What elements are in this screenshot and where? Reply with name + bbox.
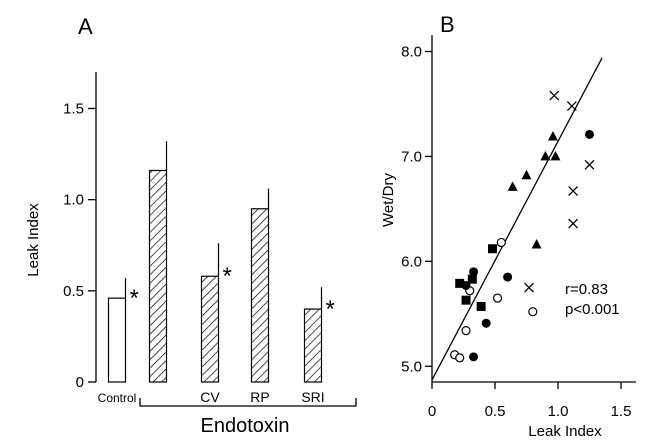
correlation-p: p<0.001 (565, 301, 620, 318)
cross-point (566, 101, 577, 112)
significance-marker: * (223, 263, 232, 290)
open-circle-point (461, 325, 471, 336)
filled-triangle-point (521, 169, 532, 180)
filled-square-point (487, 244, 497, 254)
filled-circle-point (469, 267, 479, 277)
x-tick-label: 0 (428, 403, 436, 420)
filled-square-point (476, 301, 486, 311)
bar (200, 275, 220, 383)
panel-a-bar-chart: A Leak Index 0 0.5 1.0 1.5 * * * Control CV RP S… (25, 14, 357, 437)
open-circle-point (455, 353, 465, 363)
filled-square-point (461, 295, 471, 305)
filled-triangle-point (540, 150, 551, 161)
panel-b-scatter-plot: B Wet/Dry Leak Index 0 0.5 1.0 1.5 5.0 6.0 7.0… (380, 12, 636, 440)
panel-b-ticks: 0 0.5 1.0 1.5 5.0 6.0 7.0 8.0 (401, 43, 631, 420)
panel-a-y-ticks: 0 0.5 1.0 1.5 (63, 100, 96, 391)
x-category-label: CV (200, 389, 220, 405)
filled-triangle-point (531, 239, 542, 249)
panel-b-label: B (440, 12, 455, 37)
y-tick-label: 1.0 (63, 192, 84, 209)
endotoxin-bracket (139, 398, 357, 407)
x-tick-label: 1.5 (611, 403, 632, 420)
x-tick-label: 1.0 (548, 403, 569, 420)
open-circle-point (492, 293, 503, 303)
x-category-label: RP (250, 389, 269, 405)
filled-circle-point (469, 352, 479, 362)
filled-square-point (467, 274, 477, 284)
y-tick-label: 8.0 (401, 43, 422, 60)
bar (250, 208, 270, 383)
cross-point (524, 282, 534, 293)
panel-b-points (450, 90, 595, 363)
filled-circle-point (585, 129, 594, 139)
panel-a-label: A (78, 14, 93, 39)
filled-square-point (455, 278, 465, 288)
y-tick-label: 1.5 (63, 100, 84, 117)
endotoxin-group-label: Endotoxin (201, 415, 290, 437)
filled-circle-point (481, 318, 491, 328)
bar (303, 308, 323, 383)
filled-circle-point (503, 272, 513, 282)
filled-triangle-point (547, 130, 558, 141)
bar (107, 297, 127, 383)
correlation-r: r=0.83 (565, 281, 608, 298)
x-category-label: Control (98, 391, 137, 405)
cross-point (584, 159, 595, 170)
cross-point (568, 218, 579, 229)
bar (148, 169, 168, 383)
significance-marker: * (130, 285, 139, 312)
regression-line (431, 57, 603, 381)
significance-marker: * (326, 296, 335, 323)
y-tick-label: 7.0 (401, 148, 422, 165)
y-tick-label: 0 (76, 374, 84, 391)
open-circle-point (528, 307, 538, 317)
x-tick-label: 0.5 (485, 403, 506, 420)
cross-point (549, 90, 560, 101)
cross-point (568, 186, 579, 196)
x-category-label: SRI (301, 389, 324, 405)
y-tick-label: 0.5 (63, 283, 84, 300)
filled-triangle-point (507, 181, 518, 191)
y-tick-label: 5.0 (401, 358, 422, 375)
panel-b-y-axis-label: Wet/Dry (380, 173, 397, 227)
panel-b-x-axis-label: Leak Index (528, 423, 602, 440)
open-circle-point (496, 237, 506, 248)
filled-triangle-point (550, 150, 561, 161)
panel-a-y-axis-label: Leak Index (25, 203, 42, 277)
panel-a-x-labels: Control CV RP SRI (98, 389, 325, 405)
panel-a-bars: * * * (107, 141, 335, 383)
y-tick-label: 6.0 (401, 253, 422, 270)
